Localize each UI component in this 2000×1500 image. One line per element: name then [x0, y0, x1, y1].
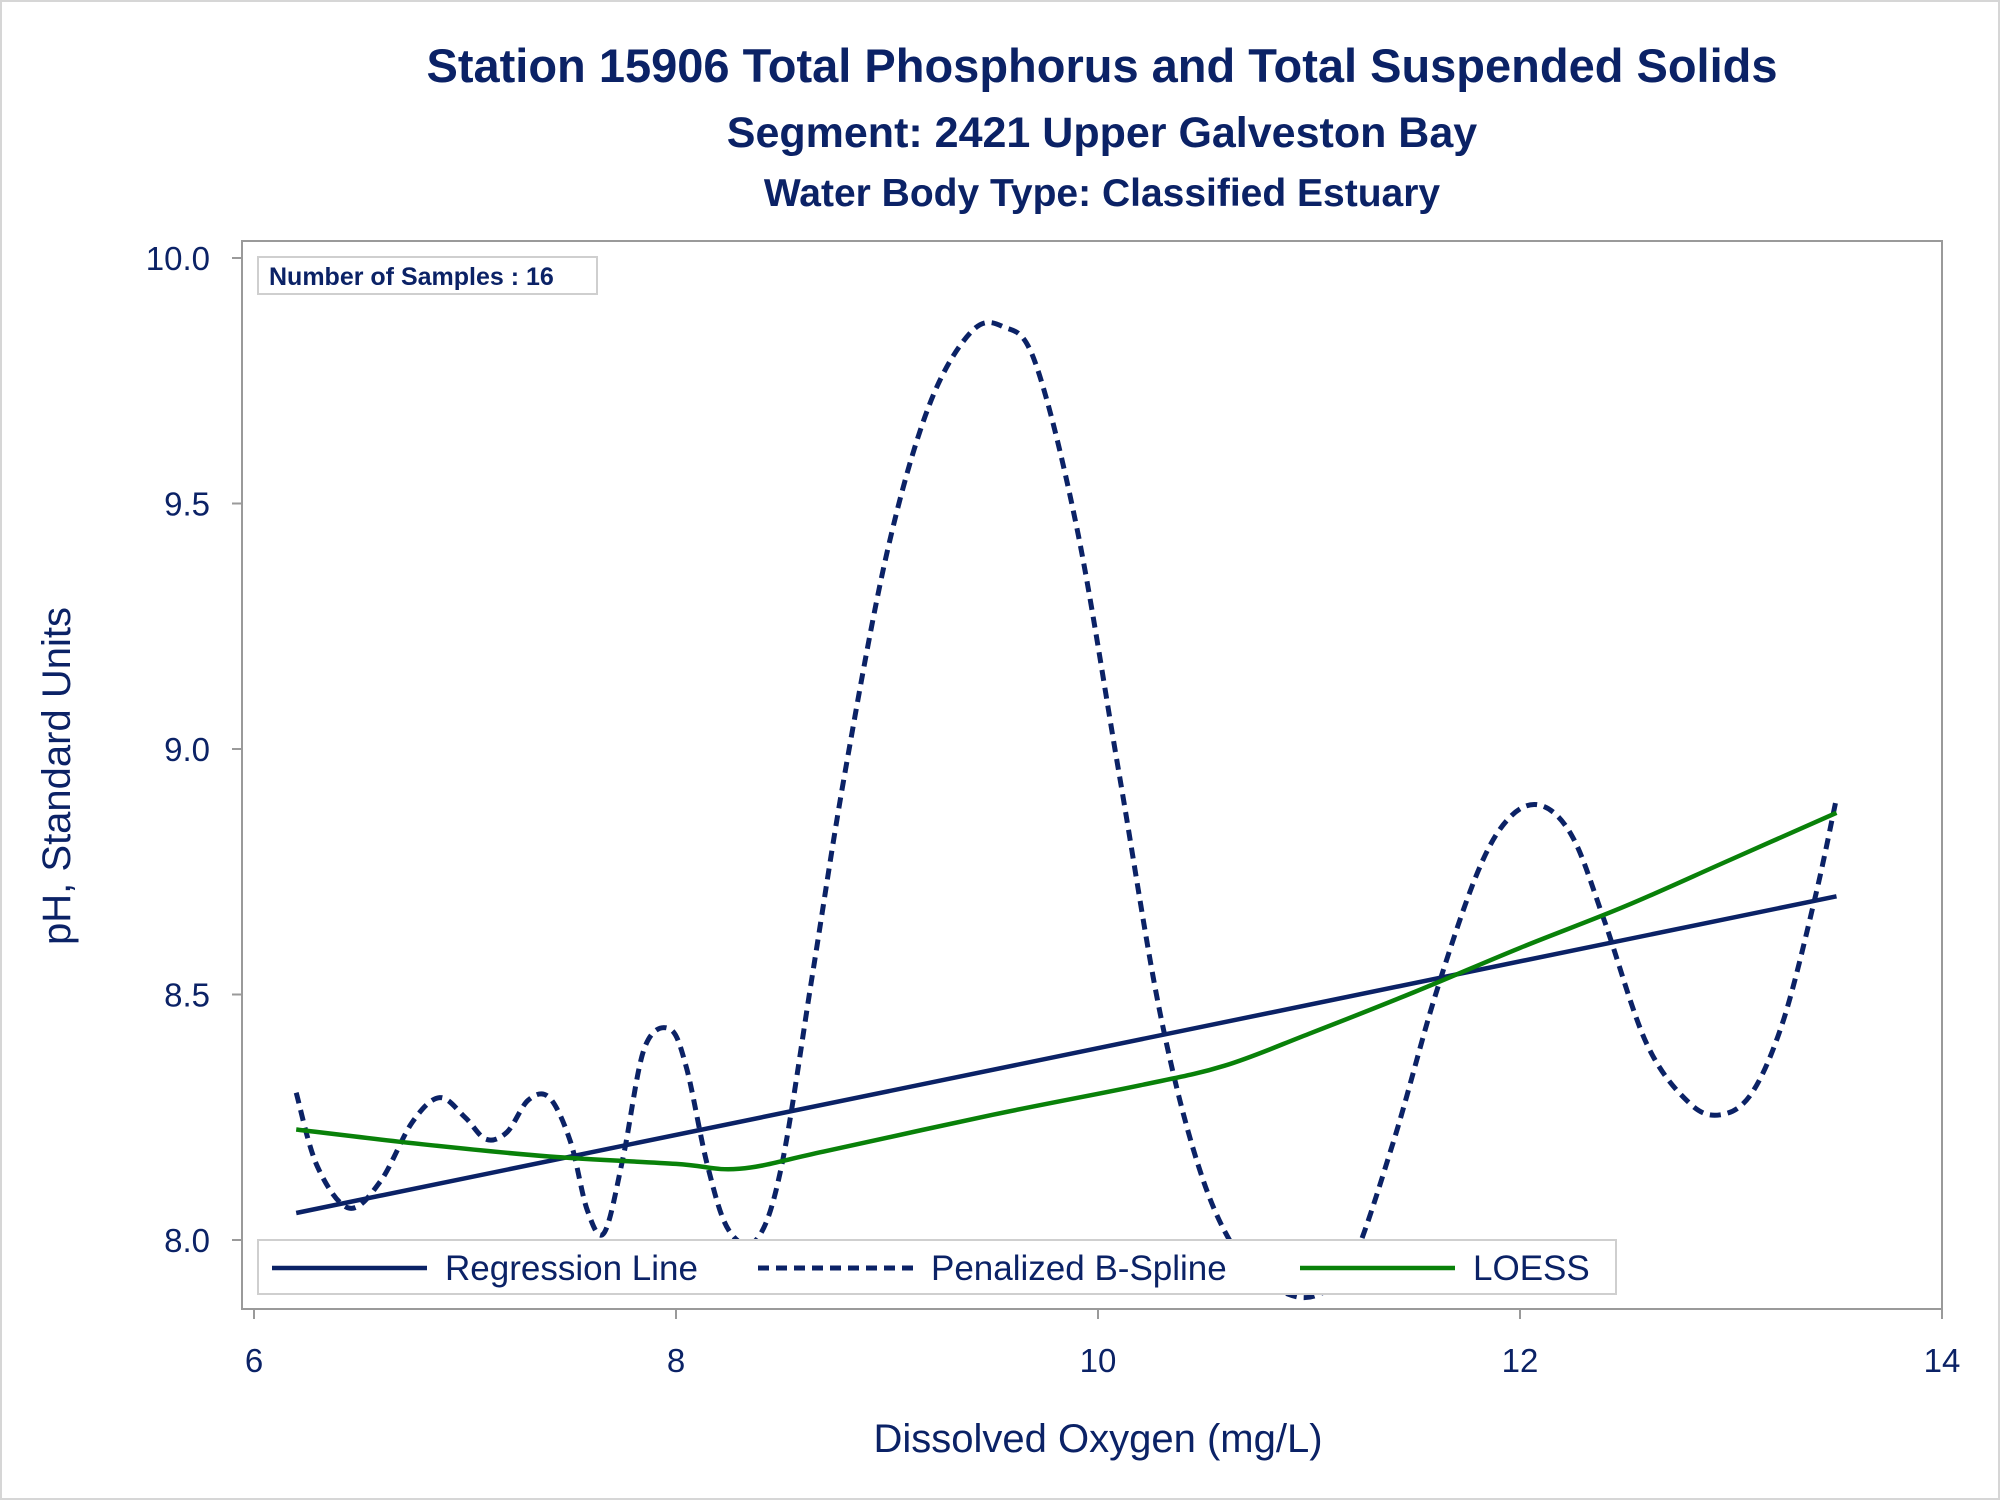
x-tick-label: 6 [245, 1342, 263, 1379]
y-tick-label: 10.0 [146, 240, 210, 277]
x-tick-label: 12 [1502, 1342, 1539, 1379]
y-tick-label: 9.5 [164, 486, 210, 523]
legend-label-regression-line: Regression Line [445, 1249, 698, 1288]
series-line-penalized-b-spline [293, 319, 1839, 1301]
x-tick-label: 14 [1924, 1342, 1961, 1379]
x-tick-label: 8 [667, 1342, 685, 1379]
chart-subtitle: Segment: 2421 Upper Galveston Bay [727, 109, 1477, 157]
y-tick-label: 8.0 [164, 1222, 210, 1259]
chart-subtitle-2: Water Body Type: Classified Estuary [764, 172, 1440, 215]
chart-title: Station 15906 Total Phosphorus and Total… [427, 39, 1778, 92]
legend: Regression Line Penalized B-Spline LOESS [257, 1239, 1617, 1295]
plot-area-frame [241, 240, 1943, 1310]
y-tick-label: 8.5 [164, 977, 210, 1014]
sample-count-label: Number of Samples : 16 [269, 263, 554, 291]
y-tick-label: 9.0 [164, 731, 210, 768]
x-axis-label: Dissolved Oxygen (mg/L) [873, 1417, 1322, 1461]
y-axis: 8.0 8.5 9.0 9.5 10.0 [146, 240, 243, 1309]
legend-label-loess: LOESS [1473, 1249, 1590, 1288]
x-tick-label: 10 [1080, 1342, 1117, 1379]
series-line-loess [295, 810, 1838, 1172]
y-axis-label: pH, Standard Units [35, 607, 79, 945]
legend-label-penalized-b-spline: Penalized B-Spline [931, 1249, 1227, 1288]
sample-count-box: Number of Samples : 16 [257, 256, 598, 295]
x-axis: 6 8 10 12 14 [245, 1308, 1961, 1379]
sample-count-box-frame [257, 256, 598, 295]
series-line-regression-line [295, 894, 1837, 1216]
series-layer [293, 319, 1839, 1301]
